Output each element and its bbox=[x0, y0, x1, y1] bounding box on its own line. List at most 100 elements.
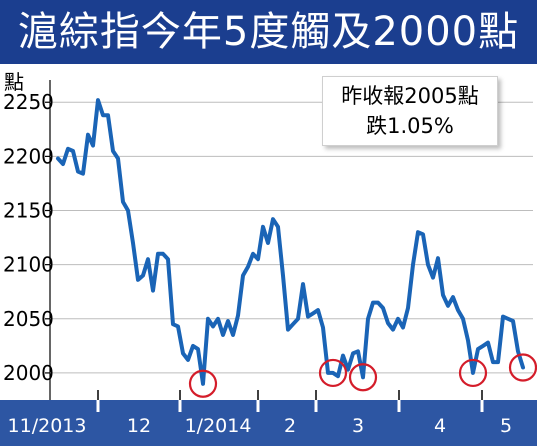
data-point bbox=[337, 375, 340, 378]
y-tick-label: 2200 bbox=[3, 144, 54, 168]
touch-2000-marker bbox=[318, 358, 348, 388]
data-point bbox=[152, 289, 155, 292]
data-point bbox=[297, 317, 300, 320]
data-point bbox=[137, 278, 140, 281]
data-point bbox=[72, 149, 75, 152]
data-point bbox=[392, 328, 395, 331]
title-bar bbox=[0, 0, 537, 64]
data-point bbox=[362, 376, 365, 379]
data-point bbox=[212, 325, 215, 328]
data-point bbox=[67, 147, 70, 150]
data-point bbox=[332, 371, 335, 374]
x-tick-label: 2 bbox=[284, 415, 296, 437]
data-point bbox=[217, 317, 220, 320]
data-point bbox=[172, 323, 175, 326]
x-tick-label: 11/2013 bbox=[8, 415, 87, 437]
data-point bbox=[312, 312, 315, 315]
data-point bbox=[522, 366, 525, 369]
data-point bbox=[62, 162, 65, 165]
x-tick-label: 4 bbox=[434, 415, 446, 437]
data-point bbox=[307, 315, 310, 318]
x-tick-label: 12 bbox=[127, 415, 151, 437]
data-point bbox=[462, 317, 465, 320]
data-point bbox=[77, 170, 80, 173]
data-point bbox=[347, 368, 350, 371]
data-point bbox=[107, 114, 110, 117]
y-tick-label: 2050 bbox=[3, 307, 54, 331]
data-point bbox=[317, 309, 320, 312]
data-point bbox=[487, 341, 490, 344]
annotation-change-text: 跌1.05% bbox=[366, 114, 454, 138]
data-point bbox=[262, 225, 265, 228]
data-point bbox=[517, 350, 520, 353]
chart-title: 滬綜指今年5度觸及2000點 bbox=[17, 9, 520, 55]
data-point bbox=[222, 334, 225, 337]
data-point bbox=[402, 326, 405, 329]
data-point bbox=[177, 325, 180, 328]
data-point bbox=[492, 361, 495, 364]
y-tick-label: 2100 bbox=[3, 253, 54, 277]
data-point bbox=[367, 317, 370, 320]
data-point bbox=[457, 309, 460, 312]
data-point bbox=[377, 301, 380, 304]
data-point bbox=[447, 304, 450, 307]
data-point bbox=[122, 200, 125, 203]
data-point bbox=[127, 209, 130, 212]
data-point bbox=[477, 348, 480, 351]
data-point bbox=[117, 157, 120, 160]
data-point bbox=[432, 276, 435, 279]
data-point bbox=[92, 144, 95, 147]
data-point bbox=[147, 258, 150, 261]
data-point bbox=[242, 274, 245, 277]
data-point bbox=[502, 315, 505, 318]
data-point bbox=[387, 322, 390, 325]
y-tick-label: 2150 bbox=[3, 199, 54, 223]
data-point bbox=[157, 252, 160, 255]
data-point bbox=[302, 283, 305, 286]
data-point bbox=[482, 344, 485, 347]
data-point bbox=[247, 265, 250, 268]
data-point bbox=[287, 328, 290, 331]
y-tick-label: 2000 bbox=[3, 361, 54, 385]
data-point bbox=[102, 114, 105, 117]
data-point bbox=[497, 361, 500, 364]
data-point bbox=[292, 323, 295, 326]
data-point bbox=[272, 218, 275, 221]
data-point bbox=[202, 382, 205, 385]
data-point bbox=[142, 274, 145, 277]
x-tick-label: 3 bbox=[352, 415, 364, 437]
data-point bbox=[342, 354, 345, 357]
data-point bbox=[207, 317, 210, 320]
data-point bbox=[87, 133, 90, 136]
y-tick-label: 2250 bbox=[3, 90, 54, 114]
data-point bbox=[327, 371, 330, 374]
data-point bbox=[97, 99, 100, 102]
data-point bbox=[472, 371, 475, 374]
data-point bbox=[237, 314, 240, 317]
data-point bbox=[182, 352, 185, 355]
data-point bbox=[357, 350, 360, 353]
data-point bbox=[322, 326, 325, 329]
data-point bbox=[232, 334, 235, 337]
x-axis-band bbox=[0, 400, 537, 446]
data-point bbox=[197, 348, 200, 351]
data-point bbox=[397, 317, 400, 320]
data-point bbox=[512, 319, 515, 322]
data-point bbox=[132, 242, 135, 245]
data-point bbox=[257, 258, 260, 261]
x-tick-label: 1/2014 bbox=[185, 415, 252, 437]
index-line bbox=[56, 98, 525, 386]
data-point bbox=[252, 252, 255, 255]
data-point bbox=[187, 358, 190, 361]
data-point bbox=[507, 317, 510, 320]
data-point bbox=[192, 344, 195, 347]
data-point bbox=[227, 319, 230, 322]
data-point bbox=[467, 339, 470, 342]
annotation-box: 昨收報2005點 跌1.05% bbox=[322, 76, 498, 146]
data-point bbox=[417, 231, 420, 234]
data-point bbox=[372, 301, 375, 304]
touch-2000-marker bbox=[188, 369, 218, 398]
touch-2000-marker bbox=[458, 358, 488, 388]
